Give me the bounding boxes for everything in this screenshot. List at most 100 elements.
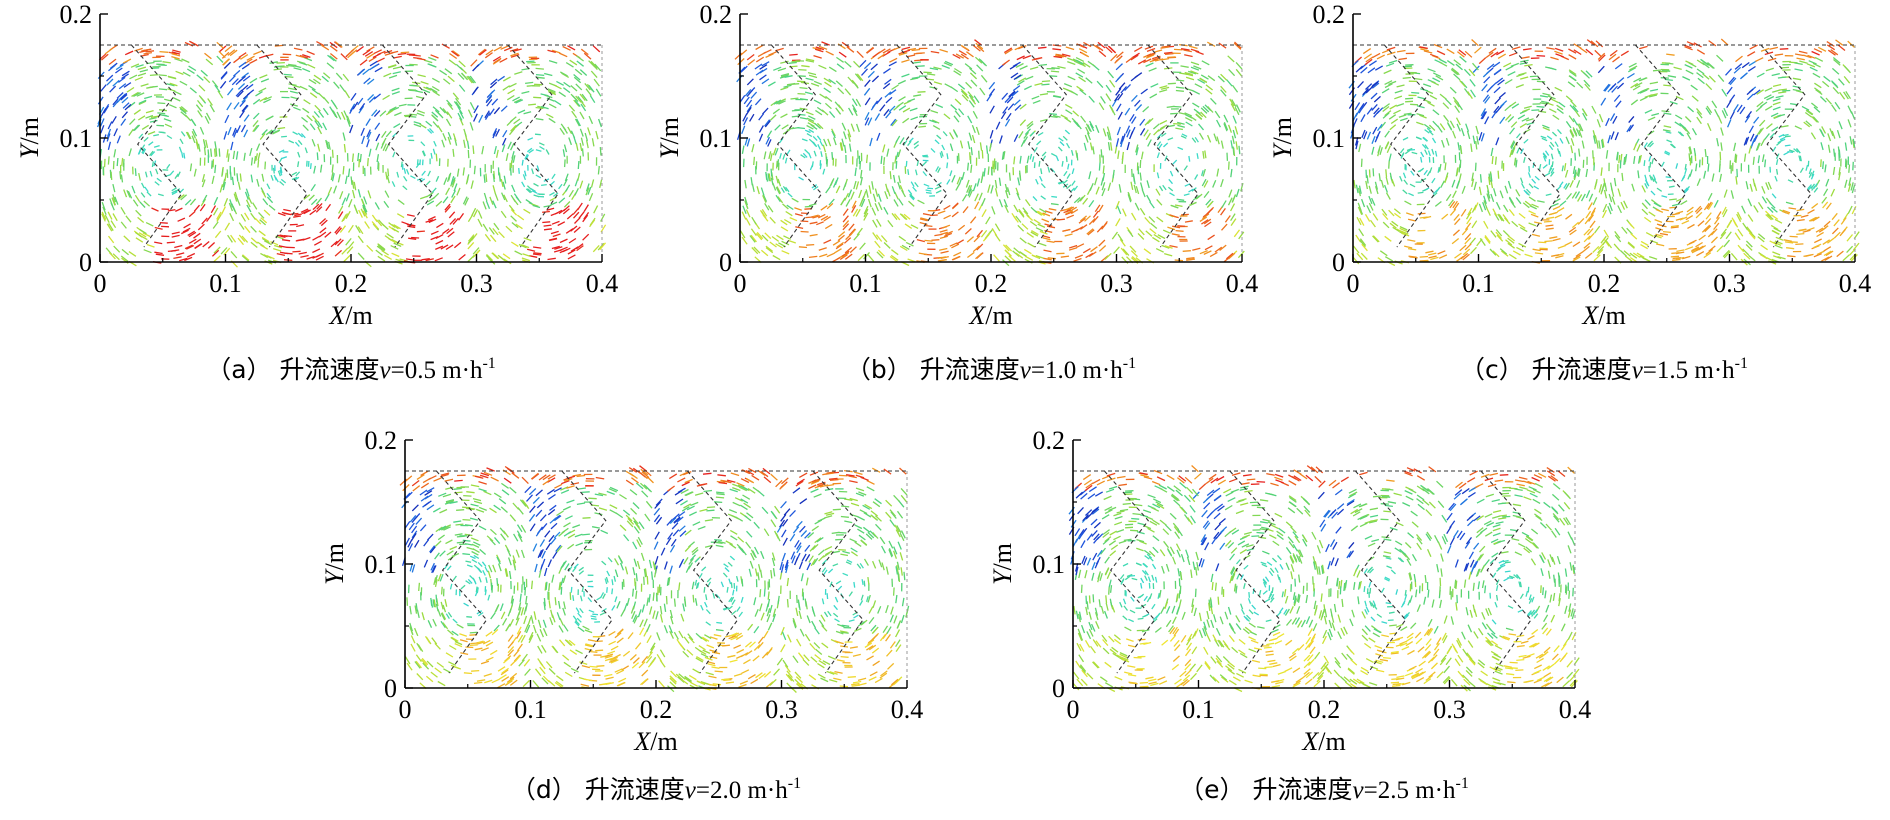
- velocity-vector: [1205, 198, 1212, 206]
- velocity-vector: [1036, 140, 1042, 146]
- velocity-vector: [294, 213, 303, 217]
- velocity-vector: [1538, 110, 1547, 113]
- velocity-vector: [261, 190, 267, 198]
- velocity-vector: [1624, 156, 1627, 165]
- velocity-vector: [1218, 42, 1227, 49]
- velocity-vector: [314, 120, 320, 128]
- velocity-vector: [1432, 77, 1441, 83]
- velocity-vector: [1011, 212, 1018, 221]
- velocity-vector: [1515, 83, 1524, 89]
- velocity-vector: [453, 241, 462, 249]
- velocity-vector: [121, 96, 129, 104]
- velocity-vector: [455, 97, 462, 106]
- velocity-vector: [427, 170, 431, 177]
- velocity-vector: [1735, 154, 1738, 164]
- velocity-vector: [591, 138, 595, 147]
- velocity-vector: [1761, 186, 1766, 194]
- velocity-vector: [293, 47, 303, 51]
- velocity-vector: [1232, 129, 1237, 139]
- velocity-vector: [1149, 93, 1158, 99]
- velocity-vector: [1203, 180, 1209, 188]
- velocity-vector: [1089, 182, 1094, 191]
- velocity-vector: [139, 235, 148, 241]
- velocity-vector: [488, 108, 495, 116]
- velocity-vector: [972, 44, 981, 52]
- velocity-vector: [1672, 257, 1681, 260]
- velocity-vector: [1196, 153, 1199, 160]
- velocity-vector: [1716, 211, 1722, 220]
- velocity-vector: [1509, 127, 1516, 135]
- velocity-vector: [184, 256, 193, 262]
- velocity-vector: [1747, 65, 1756, 72]
- velocity-vector: [872, 219, 878, 228]
- velocity-vector: [884, 91, 892, 98]
- velocity-vector: [1107, 142, 1111, 151]
- velocity-vector: [246, 204, 252, 213]
- velocity-vector: [300, 208, 309, 213]
- velocity-vector: [430, 152, 433, 159]
- velocity-vector: [541, 183, 547, 187]
- velocity-vector: [565, 62, 574, 68]
- velocity-vector: [1696, 251, 1705, 257]
- velocity-vector: [1795, 243, 1804, 246]
- velocity-vector: [922, 154, 928, 157]
- velocity-vector: [289, 90, 299, 94]
- velocity-vector: [112, 213, 118, 222]
- velocity-vector: [1701, 59, 1710, 66]
- velocity-vector: [489, 81, 498, 89]
- velocity-vector: [330, 240, 338, 248]
- velocity-vector: [890, 606, 894, 615]
- velocity-vector: [527, 147, 533, 153]
- velocity-vector: [183, 152, 186, 159]
- velocity-vector: [136, 92, 145, 97]
- velocity-vector: [311, 138, 316, 147]
- velocity-vector: [126, 86, 135, 93]
- velocity-vector: [799, 98, 808, 101]
- velocity-vector: [653, 541, 659, 550]
- velocity-vector: [1689, 146, 1693, 154]
- velocity-vector: [381, 137, 387, 146]
- velocity-vector: [386, 175, 390, 184]
- velocity-vector: [1418, 167, 1425, 173]
- velocity-vector: [1200, 74, 1209, 80]
- x-tick-label: 0.2: [335, 269, 368, 298]
- velocity-vector: [1792, 77, 1802, 81]
- velocity-vector: [1076, 152, 1079, 161]
- velocity-vector: [1495, 137, 1500, 146]
- velocity-vector: [139, 228, 147, 235]
- velocity-vector: [484, 110, 490, 119]
- velocity-vector: [297, 139, 303, 146]
- velocity-vector: [872, 600, 877, 609]
- velocity-vector: [1174, 204, 1183, 208]
- velocity-vector: [1118, 82, 1126, 90]
- velocity-vector: [1510, 62, 1520, 68]
- velocity-vector: [1846, 245, 1854, 254]
- velocity-vector: [122, 102, 130, 109]
- velocity-vector: [823, 87, 831, 94]
- velocity-vector: [1012, 61, 1021, 67]
- velocity-vector: [1592, 245, 1600, 254]
- velocity-vector: [1605, 150, 1609, 159]
- velocity-vector: [357, 189, 362, 198]
- velocity-vector: [346, 115, 351, 125]
- velocity-vector: [1505, 114, 1512, 121]
- velocity-vector: [533, 96, 542, 99]
- velocity-vector: [1484, 116, 1490, 125]
- velocity-vector: [938, 258, 948, 262]
- velocity-vector: [889, 509, 896, 517]
- velocity-vector: [316, 202, 323, 210]
- velocity-vector: [1655, 227, 1664, 231]
- velocity-vector: [895, 160, 898, 169]
- velocity-vector: [1037, 223, 1046, 228]
- velocity-vector: [111, 115, 117, 124]
- velocity-vector: [337, 174, 341, 183]
- velocity-vector: [1029, 131, 1035, 137]
- velocity-vector: [1725, 68, 1732, 76]
- velocity-vector: [935, 103, 944, 109]
- velocity-vector: [1155, 188, 1161, 196]
- velocity-vector: [1784, 135, 1791, 138]
- velocity-vector: [1705, 248, 1714, 256]
- velocity-vector: [352, 101, 359, 110]
- velocity-vector: [1572, 241, 1581, 248]
- velocity-vector: [1423, 50, 1433, 54]
